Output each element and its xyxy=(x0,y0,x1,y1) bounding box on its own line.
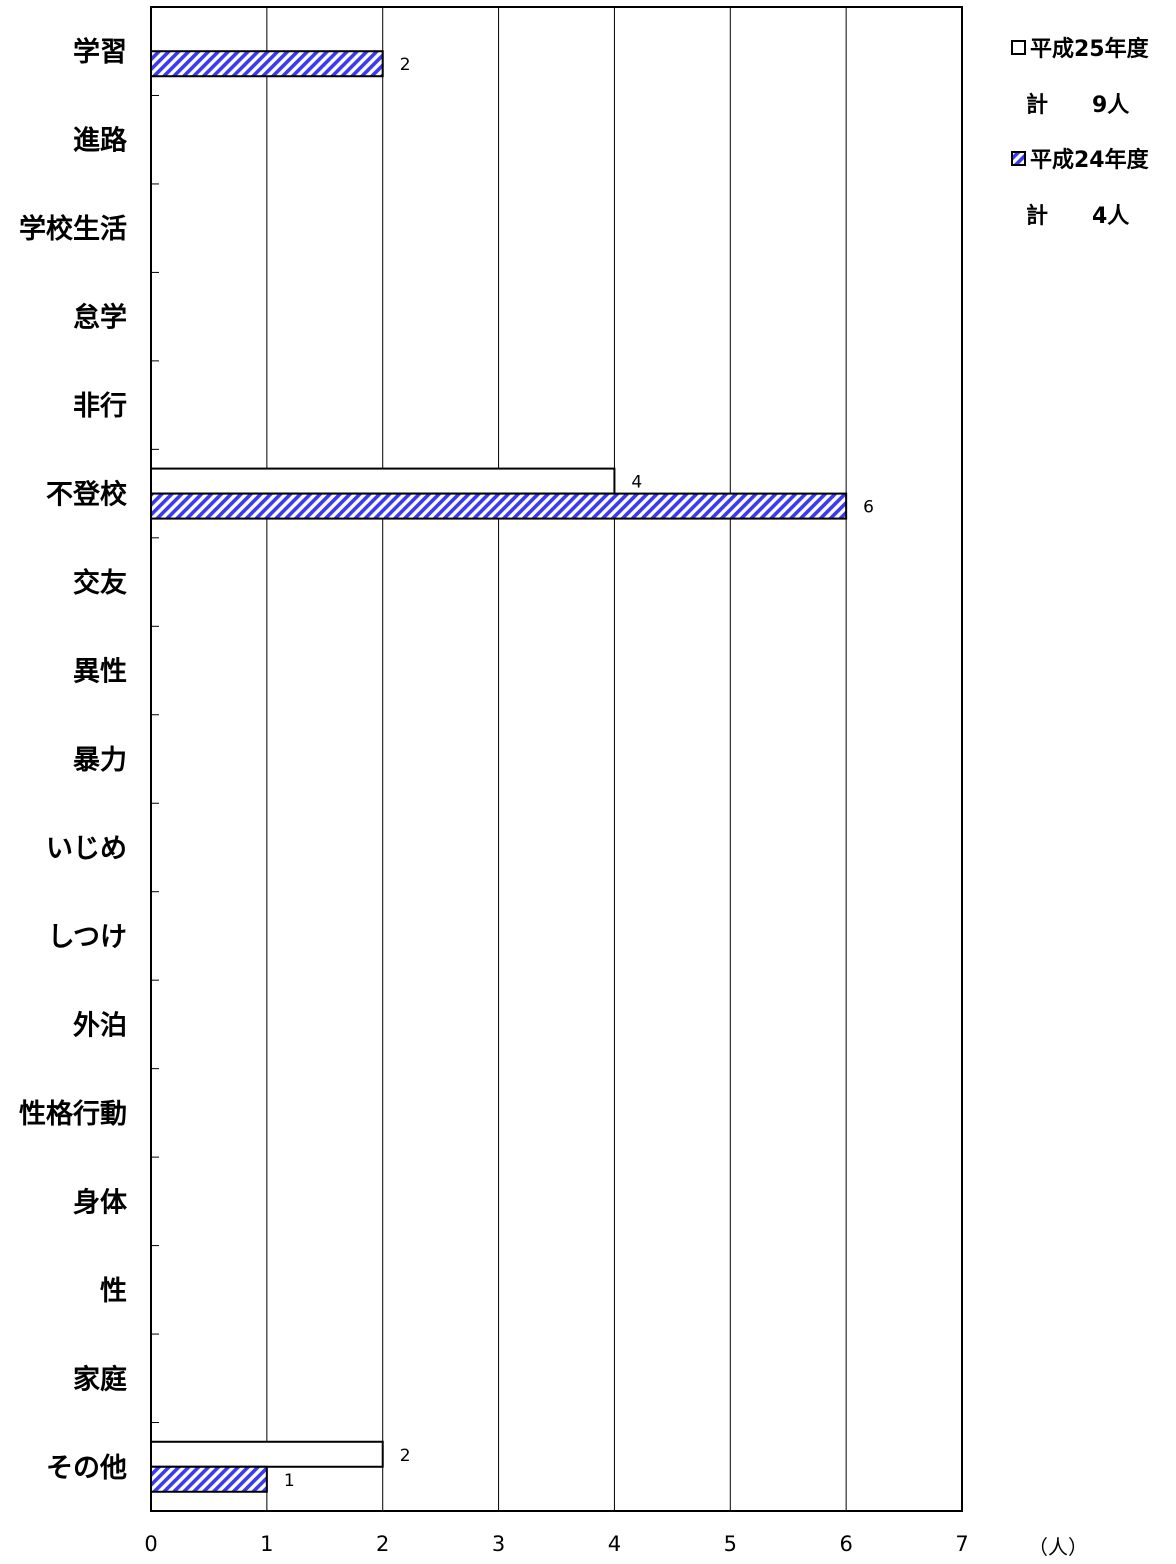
category-label: 暴力 xyxy=(73,745,127,776)
category-label: その他 xyxy=(46,1453,127,1484)
x-tick-labels: 0 1 2 3 4 5 6 7 xyxy=(144,1532,968,1556)
category-label: 交友 xyxy=(73,567,127,599)
legend-series-name: 平成24年度 xyxy=(1030,147,1150,173)
x-unit-label: （人） xyxy=(1028,1535,1088,1559)
category-label: 怠学 xyxy=(73,302,127,334)
category-label: 非行 xyxy=(73,390,127,422)
bar xyxy=(150,1440,384,1468)
category-label: 学習 xyxy=(73,36,127,68)
category-tick-marks xyxy=(151,94,159,1424)
x-tick-label: 7 xyxy=(955,1532,968,1556)
category-label: しつけ xyxy=(48,922,127,953)
value-label: 2 xyxy=(400,55,411,75)
category-label: 外泊 xyxy=(73,1010,127,1041)
x-tick-label: 5 xyxy=(724,1532,737,1556)
category-label: 学校生活 xyxy=(19,213,127,245)
x-tick-label: 0 xyxy=(144,1532,157,1556)
value-label: 2 xyxy=(400,1446,411,1466)
bar xyxy=(150,1465,268,1493)
category-label: 性 xyxy=(100,1276,127,1307)
category-label: いじめ xyxy=(46,833,127,864)
x-tick-label: 2 xyxy=(376,1532,389,1556)
x-tick-label: 4 xyxy=(608,1532,621,1556)
bars xyxy=(150,50,848,1493)
category-label: 身体 xyxy=(73,1186,128,1218)
bar xyxy=(150,492,848,520)
legend-swatch xyxy=(1011,40,1026,55)
legend-series-total: 計 4人 xyxy=(1026,203,1129,229)
bar xyxy=(150,467,616,495)
x-tick-label: 3 xyxy=(492,1532,505,1556)
category-label: 異性 xyxy=(73,657,127,688)
plot-frame xyxy=(150,6,963,1512)
legend-series-total: 計 9人 xyxy=(1026,92,1129,118)
grid-lines xyxy=(266,7,847,1511)
category-label: 家庭 xyxy=(73,1363,127,1395)
value-label: 1 xyxy=(284,1471,295,1491)
value-label: 4 xyxy=(631,473,642,493)
category-label: 性格行動 xyxy=(19,1098,127,1130)
category-label: 進路 xyxy=(73,125,128,157)
x-tick-label: 1 xyxy=(260,1532,273,1556)
legend-swatch xyxy=(1011,151,1026,166)
value-label: 6 xyxy=(863,498,874,518)
value-labels: 4 2 2 6 1 xyxy=(284,55,874,1491)
x-tick-label: 6 xyxy=(839,1532,852,1556)
category-labels: 学習進路学校生活怠学非行不登校交友異性暴力いじめしつけ外泊性格行動身体性家庭その… xyxy=(19,36,128,1484)
category-label: 不登校 xyxy=(46,479,127,511)
bar xyxy=(150,50,384,78)
legend-series-name: 平成25年度 xyxy=(1030,36,1150,62)
